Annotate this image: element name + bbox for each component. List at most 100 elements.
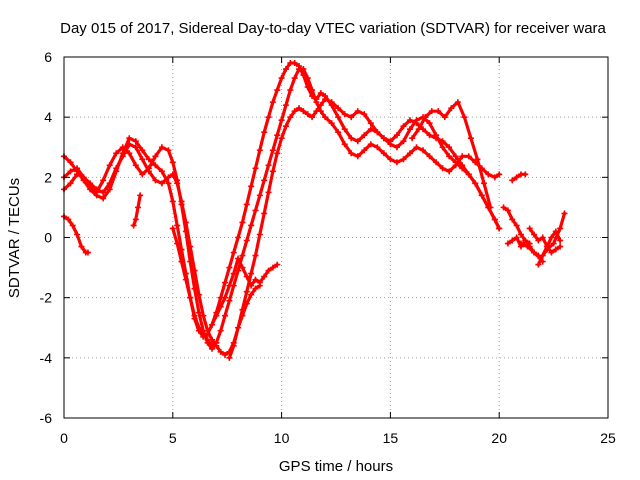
data-point bbox=[126, 150, 133, 157]
data-point bbox=[158, 144, 165, 151]
data-point bbox=[132, 138, 139, 145]
data-point bbox=[435, 108, 442, 115]
data-point bbox=[296, 105, 303, 112]
data-point bbox=[106, 186, 113, 193]
data-point bbox=[65, 216, 72, 223]
data-point bbox=[348, 150, 355, 157]
x-tick-labels: 0 5 10 15 20 25 bbox=[60, 430, 616, 446]
data-point bbox=[239, 219, 246, 226]
data-point bbox=[387, 156, 394, 163]
data-point bbox=[182, 276, 189, 283]
data-point bbox=[439, 144, 446, 151]
data-point bbox=[544, 243, 551, 250]
data-point bbox=[256, 192, 263, 199]
data-point bbox=[557, 225, 564, 232]
data-point bbox=[132, 144, 139, 151]
data-point bbox=[367, 141, 374, 148]
data-point bbox=[222, 351, 229, 358]
data-point bbox=[191, 312, 198, 319]
data-point bbox=[535, 261, 542, 268]
data-point bbox=[491, 216, 498, 223]
series-line bbox=[132, 193, 142, 228]
data-point bbox=[531, 231, 538, 238]
data-point bbox=[74, 171, 81, 178]
data-point bbox=[106, 180, 113, 187]
data-point bbox=[80, 174, 87, 181]
data-point bbox=[406, 150, 413, 157]
data-point bbox=[304, 111, 311, 118]
data-point bbox=[474, 156, 481, 163]
data-point bbox=[235, 324, 242, 331]
data-point bbox=[509, 216, 516, 223]
data-point bbox=[557, 243, 564, 250]
data-point bbox=[282, 102, 289, 109]
data-series bbox=[61, 60, 568, 361]
data-point bbox=[100, 195, 107, 202]
data-point bbox=[235, 234, 242, 241]
data-point bbox=[406, 126, 413, 133]
data-point bbox=[459, 162, 466, 169]
data-point bbox=[422, 114, 429, 121]
data-point bbox=[187, 243, 194, 250]
y-tick-label: -4 bbox=[40, 350, 53, 366]
data-point bbox=[226, 282, 233, 289]
data-point bbox=[278, 135, 285, 142]
series-8 bbox=[409, 99, 494, 211]
data-point bbox=[328, 120, 335, 127]
series-5 bbox=[169, 225, 220, 349]
data-point bbox=[252, 165, 259, 172]
data-point bbox=[400, 123, 407, 130]
data-point bbox=[132, 162, 139, 169]
data-point bbox=[291, 60, 298, 67]
data-point bbox=[426, 120, 433, 127]
data-point bbox=[226, 354, 233, 361]
data-point bbox=[548, 234, 555, 241]
data-point bbox=[341, 126, 348, 133]
data-point bbox=[100, 189, 107, 196]
data-point bbox=[74, 165, 81, 172]
data-point bbox=[448, 105, 455, 112]
data-point bbox=[265, 114, 272, 121]
data-point bbox=[67, 180, 74, 187]
data-point bbox=[119, 153, 126, 160]
data-point bbox=[204, 336, 211, 343]
data-point bbox=[139, 147, 146, 154]
data-point bbox=[248, 222, 255, 229]
series-1 bbox=[61, 66, 503, 352]
data-point bbox=[487, 204, 494, 211]
data-point bbox=[239, 312, 246, 319]
data-point bbox=[361, 147, 368, 154]
series-3 bbox=[61, 213, 91, 256]
data-point bbox=[169, 159, 176, 166]
data-point bbox=[393, 132, 400, 139]
y-tick-label: -6 bbox=[40, 410, 53, 426]
data-point bbox=[420, 147, 427, 154]
data-point bbox=[472, 180, 479, 187]
data-point bbox=[367, 120, 374, 127]
data-point bbox=[74, 231, 81, 238]
data-point bbox=[248, 183, 255, 190]
data-point bbox=[243, 237, 250, 244]
data-point bbox=[500, 204, 507, 211]
data-point bbox=[526, 240, 533, 247]
data-point bbox=[393, 159, 400, 166]
data-point bbox=[256, 231, 263, 238]
data-point bbox=[317, 102, 324, 109]
data-point bbox=[313, 108, 320, 115]
data-point bbox=[126, 141, 133, 148]
data-point bbox=[496, 171, 503, 178]
data-point bbox=[317, 90, 324, 97]
data-point bbox=[230, 342, 237, 349]
data-point bbox=[426, 132, 433, 139]
data-point bbox=[239, 252, 246, 259]
data-point bbox=[178, 258, 185, 265]
data-point bbox=[491, 174, 498, 181]
data-point bbox=[67, 168, 74, 175]
data-point bbox=[274, 150, 281, 157]
x-tick-label: 25 bbox=[600, 430, 616, 446]
data-point bbox=[400, 138, 407, 145]
x-tick-label: 0 bbox=[60, 430, 68, 446]
data-point bbox=[248, 291, 255, 298]
data-point bbox=[322, 114, 329, 121]
data-point bbox=[217, 348, 224, 355]
